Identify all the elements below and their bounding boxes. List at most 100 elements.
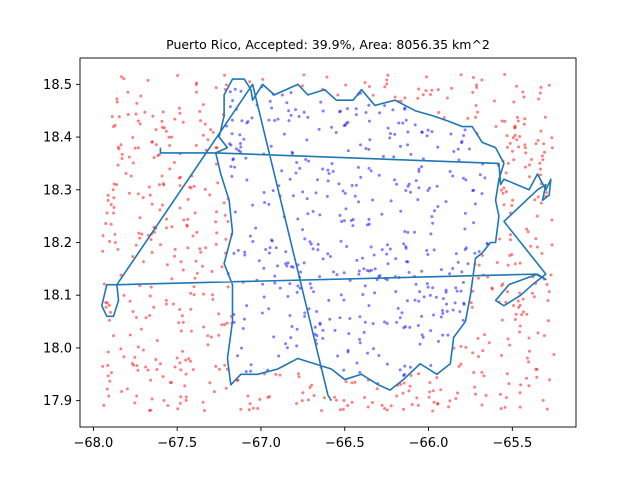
rejected-point bbox=[113, 240, 117, 244]
rejected-point bbox=[472, 371, 476, 375]
rejected-point bbox=[201, 400, 205, 404]
accepted-point bbox=[373, 291, 377, 295]
rejected-point bbox=[215, 210, 219, 214]
rejected-point bbox=[180, 314, 184, 318]
accepted-point bbox=[407, 182, 411, 186]
accepted-point bbox=[365, 268, 369, 272]
rejected-point bbox=[150, 140, 154, 144]
rejected-point bbox=[486, 275, 490, 279]
rejected-point bbox=[523, 146, 527, 150]
rejected-point bbox=[513, 126, 517, 130]
rejected-point bbox=[482, 374, 486, 378]
rejected-point bbox=[274, 372, 278, 376]
accepted-point bbox=[285, 101, 289, 105]
accepted-point bbox=[239, 346, 243, 350]
rejected-point bbox=[366, 405, 370, 409]
rejected-point bbox=[136, 192, 140, 196]
rejected-point bbox=[119, 143, 123, 147]
rejected-point bbox=[530, 157, 534, 161]
rejected-point bbox=[353, 380, 357, 384]
accepted-point bbox=[426, 128, 430, 132]
accepted-point bbox=[385, 362, 389, 366]
accepted-point bbox=[464, 178, 468, 182]
rejected-point bbox=[512, 158, 516, 162]
accepted-point bbox=[362, 267, 366, 271]
rejected-point bbox=[500, 353, 504, 357]
accepted-point bbox=[342, 219, 346, 223]
rejected-point bbox=[181, 320, 185, 324]
rejected-point bbox=[122, 355, 126, 359]
accepted-point bbox=[416, 323, 420, 327]
rejected-point bbox=[552, 353, 556, 357]
x-tick-label: −65.5 bbox=[492, 436, 532, 451]
rejected-point bbox=[541, 158, 545, 162]
accepted-point bbox=[461, 318, 465, 322]
rejected-point bbox=[521, 90, 525, 94]
accepted-point bbox=[434, 295, 438, 299]
accepted-point bbox=[449, 132, 453, 136]
accepted-point bbox=[433, 209, 437, 213]
rejected-point bbox=[517, 305, 521, 309]
accepted-point bbox=[441, 297, 445, 301]
accepted-point bbox=[395, 320, 399, 324]
rejected-point bbox=[184, 398, 188, 402]
rejected-point bbox=[371, 93, 375, 97]
accepted-point bbox=[431, 221, 435, 225]
rejected-point bbox=[160, 174, 164, 178]
rejected-point bbox=[178, 401, 182, 405]
accepted-point bbox=[460, 141, 464, 145]
rejected-point bbox=[431, 389, 435, 393]
rejected-point bbox=[518, 330, 521, 334]
accepted-point bbox=[420, 333, 424, 337]
rejected-point bbox=[117, 115, 121, 119]
rejected-point bbox=[514, 312, 518, 316]
accepted-point bbox=[285, 264, 289, 268]
accepted-point bbox=[406, 130, 410, 134]
accepted-point bbox=[287, 119, 291, 123]
rejected-point bbox=[495, 260, 499, 264]
rejected-point bbox=[547, 290, 551, 294]
rejected-point bbox=[143, 110, 147, 114]
accepted-point bbox=[467, 147, 471, 151]
rejected-point bbox=[350, 381, 354, 385]
accepted-point bbox=[245, 304, 249, 308]
x-tick-label: −67.5 bbox=[157, 436, 197, 451]
rejected-point bbox=[112, 182, 116, 186]
accepted-point bbox=[426, 285, 430, 289]
rejected-point bbox=[223, 73, 227, 77]
rejected-point bbox=[395, 394, 399, 398]
accepted-point bbox=[422, 295, 426, 299]
rejected-point bbox=[417, 372, 421, 376]
accepted-point bbox=[338, 109, 342, 113]
rejected-point bbox=[459, 362, 463, 366]
rejected-point bbox=[124, 171, 128, 175]
rejected-point bbox=[134, 243, 138, 247]
accepted-point bbox=[346, 149, 350, 153]
accepted-point bbox=[394, 257, 398, 261]
rejected-point bbox=[248, 402, 252, 406]
rejected-point bbox=[535, 214, 539, 218]
rejected-point bbox=[251, 406, 255, 410]
rejected-point bbox=[308, 386, 312, 390]
rejected-point bbox=[439, 388, 443, 392]
rejected-point bbox=[170, 135, 174, 139]
rejected-point bbox=[515, 115, 519, 119]
rejected-point bbox=[179, 368, 183, 372]
rejected-point bbox=[138, 284, 142, 288]
rejected-point bbox=[432, 400, 436, 404]
rejected-point bbox=[192, 184, 196, 188]
rejected-point bbox=[539, 201, 543, 205]
rejected-point bbox=[505, 145, 509, 149]
accepted-point bbox=[367, 304, 371, 308]
accepted-point bbox=[368, 138, 372, 142]
rejected-point bbox=[170, 277, 174, 281]
rejected-point bbox=[504, 300, 508, 304]
accepted-point bbox=[289, 113, 293, 117]
rejected-point bbox=[506, 290, 510, 294]
accepted-point bbox=[327, 298, 331, 302]
rejected-point bbox=[508, 238, 512, 242]
rejected-point bbox=[149, 237, 153, 241]
accepted-point bbox=[291, 152, 295, 155]
rejected-point bbox=[138, 236, 142, 240]
rejected-point bbox=[148, 314, 152, 318]
